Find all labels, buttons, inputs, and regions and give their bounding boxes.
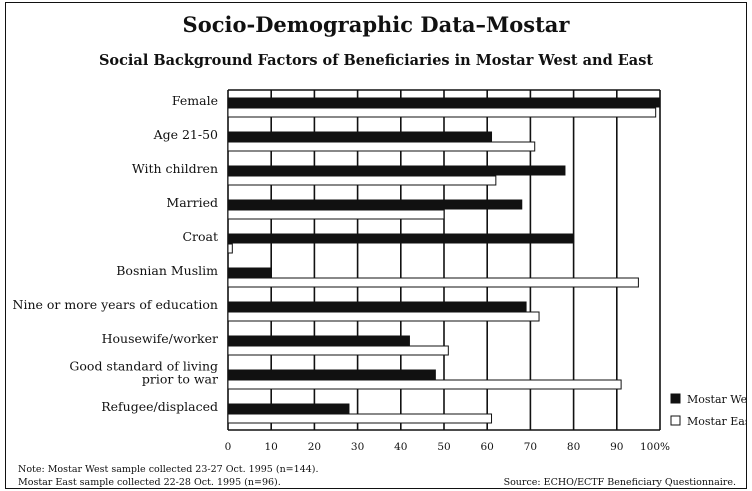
note-line-2: Mostar East sample collected 22-28 Oct. … — [18, 477, 281, 488]
x-tick-label: 90 — [610, 441, 623, 453]
bar-mostar-east — [227, 379, 622, 390]
category-label: Housewife/worker — [102, 331, 218, 346]
bar-mostar-west — [227, 267, 272, 278]
bars — [227, 97, 661, 424]
grid-lines — [227, 89, 661, 431]
bar-mostar-east — [227, 413, 493, 424]
category-label: Age 21-50 — [153, 127, 218, 142]
legend: Mostar West Mostar East — [670, 393, 747, 428]
chart-subtitle: Social Background Factors of Beneficiari… — [98, 52, 654, 69]
category-label: With children — [132, 161, 218, 176]
category-label: Refugee/displaced — [101, 399, 218, 414]
legend-swatch — [670, 415, 681, 426]
bar-mostar-west — [227, 335, 410, 346]
category-label: Good standard of living prior to war — [69, 359, 218, 387]
x-tick-label: 30 — [351, 441, 364, 453]
x-tick-label: 80 — [567, 441, 580, 453]
bar-mostar-west — [227, 301, 527, 312]
bar-mostar-west — [227, 199, 523, 210]
x-tick-label: 50 — [437, 441, 450, 453]
bar-mostar-west — [227, 403, 350, 414]
category-label: Nine or more years of education — [13, 297, 218, 312]
category-label: Female — [172, 93, 218, 108]
bar-mostar-east — [227, 141, 536, 152]
source-note: Source: ECHO/ECTF Beneficiary Questionna… — [503, 477, 736, 488]
bar-mostar-east — [227, 243, 233, 254]
x-tick-label: 70 — [524, 441, 537, 453]
x-tick-label: 40 — [394, 441, 407, 453]
legend-label: Mostar East — [687, 415, 747, 428]
category-label: Bosnian Muslim — [116, 263, 218, 278]
bar-mostar-east — [227, 209, 445, 220]
category-label: Married — [166, 195, 218, 210]
chart-frame: Socio-Demographic Data–Mostar Social Bac… — [5, 2, 747, 489]
bar-mostar-east — [227, 345, 449, 356]
bar-mostar-east — [227, 277, 639, 288]
bar-mostar-west — [227, 165, 566, 176]
category-labels: Female Age 21-50 With children Married Croat… — [13, 93, 219, 414]
x-tick-label: 60 — [481, 441, 494, 453]
bar-mostar-west — [227, 131, 493, 142]
category-label: Croat — [182, 229, 218, 244]
legend-label: Mostar West — [687, 393, 747, 406]
x-tick-label: 20 — [308, 441, 321, 453]
bar-mostar-east — [227, 107, 657, 118]
legend-swatch — [670, 393, 681, 404]
chart-title: Socio-Demographic Data–Mostar — [182, 12, 570, 37]
bar-chart: Female Age 21-50 With children Married Croat… — [13, 89, 747, 453]
x-axis-ticks: 0 10 20 30 40 50 60 70 80 90 100% — [225, 441, 670, 453]
bar-mostar-west — [227, 233, 575, 244]
x-tick-label: 100% — [640, 441, 670, 453]
x-tick-label: 0 — [225, 441, 232, 453]
bar-mostar-west — [227, 97, 661, 108]
bar-mostar-west — [227, 369, 436, 380]
note-line-1: Note: Mostar West sample collected 23-27… — [18, 464, 319, 475]
x-tick-label: 10 — [265, 441, 278, 453]
bar-mostar-east — [227, 175, 497, 186]
bar-mostar-east — [227, 311, 540, 322]
